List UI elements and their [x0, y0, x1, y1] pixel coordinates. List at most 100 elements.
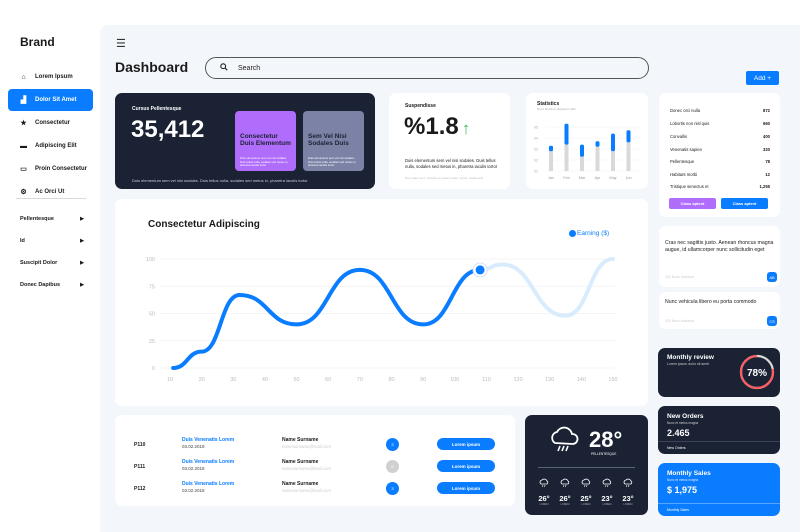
row-action-button[interactable]: Lorem ipsum	[437, 482, 495, 494]
row-date: 03.02.2018	[182, 444, 205, 449]
svg-text:40: 40	[262, 377, 268, 383]
svg-text:May: May	[609, 176, 616, 180]
svg-text:150: 150	[608, 377, 617, 383]
hamburger-menu-icon[interactable]: ☰	[116, 38, 126, 50]
row-link[interactable]: Duis Venenatis Lorem	[182, 437, 235, 443]
row-name: Name Surname	[282, 437, 319, 443]
list-row: Pellentesque 78	[670, 159, 770, 164]
search-input[interactable]: Search	[205, 57, 649, 79]
summary-tile-2[interactable]: Sem Vel Nisi Sodales Duis Duis elementum…	[303, 111, 364, 171]
list-row: Convallis 400	[670, 134, 770, 139]
sales-title: Monthly Sales	[667, 470, 711, 477]
subnav-label: Id	[20, 238, 25, 244]
sidebar-item-label: Adipiscing Elit	[35, 143, 77, 149]
sidebar-subnav: Pellentesque ▶ Id ▶ Suscipit Dolor ▶ Donec …	[20, 208, 84, 296]
svg-text:75: 75	[149, 284, 155, 290]
home-icon: ⌂	[21, 73, 26, 81]
forecast-temp: 26°	[538, 494, 550, 503]
sidebar-item-label: Consectetur	[35, 120, 71, 126]
table-row: P112 Duis Venenatis Lorem 03.02.2018 Nam…	[115, 479, 515, 499]
orders-table: P110 Duis Venenatis Lorem 03.02.2018 Nam…	[115, 415, 515, 506]
avatar-badge[interactable]: CS	[767, 316, 777, 326]
sales-footer: Monthly Sales	[667, 508, 689, 512]
row-link[interactable]: Duis Venenatis Lorem	[182, 481, 235, 487]
svg-text:130: 130	[545, 377, 554, 383]
list-card: Donec orci nulla 872 Lobortis non nisl qu…	[659, 93, 780, 217]
search-icon	[220, 63, 228, 73]
row-count-badge: 0	[386, 460, 399, 473]
svg-text:140: 140	[577, 377, 586, 383]
list-row: Habitant morbi 12	[670, 172, 770, 177]
forecast-day: 26° LOREM	[556, 475, 574, 506]
row-link[interactable]: Duis Venenatis Lorem	[182, 459, 235, 465]
add-button[interactable]: Add +	[746, 71, 779, 85]
avatar-badge[interactable]: AB	[767, 272, 777, 282]
subnav-item-pellentesque[interactable]: Pellentesque ▶	[20, 208, 84, 230]
list-row: Donec orci nulla 872	[670, 108, 770, 113]
weather-card: 28° PELLENTESQUE 26° LOREM 26° LOREM 25° LORE…	[525, 415, 648, 515]
subnav-item-id[interactable]: Id ▶	[20, 230, 84, 252]
sidebar-item-adipiscing-elit[interactable]: ▬ Adipiscing Elit	[8, 135, 93, 157]
list-row: Venenatis sapien 320	[670, 147, 770, 152]
note-card-1[interactable]: Cras nec sagittis justo. Aenean rhoncus …	[659, 226, 780, 287]
list-row: Lobortis non nisl quis 660	[670, 121, 770, 126]
list-value: 12	[765, 172, 770, 177]
ticket-icon: ▭	[20, 166, 27, 173]
divider	[658, 441, 780, 442]
chart-title: Consectetur Adipiscing	[148, 219, 260, 230]
forecast-label: LOREM	[602, 503, 612, 506]
sidebar-item-proin-consectetur[interactable]: ▭ Proin Consectetur	[8, 158, 93, 180]
growth-text: Duis elementum sem vel nisi sodales. Dui…	[405, 158, 498, 169]
orders-title: New Orders	[667, 413, 704, 420]
list-value: 400	[763, 134, 770, 139]
sidebar-item-lorem-ipsum[interactable]: ⌂ Lorem Ipsum	[8, 66, 93, 88]
caret-right-icon: ▶	[80, 260, 84, 266]
cloud-rain-icon	[539, 478, 549, 488]
table-row: P111 Duis Venenatis Lorem 03.02.2018 Nam…	[115, 457, 515, 477]
subnav-item-donec-dapibus[interactable]: Donec Dapibus ▶	[20, 274, 84, 296]
list-value: 78	[765, 159, 770, 164]
class-aptent-button-purple[interactable]: Class aptent	[669, 198, 716, 209]
row-name: Name Surname	[282, 459, 319, 465]
sidebar-item-label: Proin Consectetur	[35, 166, 88, 172]
sidebar-item-ac-orci-ut[interactable]: ⚙ Ac Orci Ut	[8, 181, 93, 203]
subnav-item-suscipit-dolor[interactable]: Suscipit Dolor ▶	[20, 252, 84, 274]
chart-legend[interactable]: Earning ($)	[569, 230, 609, 237]
summary-value: 35,412	[131, 116, 205, 143]
svg-text:80: 80	[388, 377, 394, 383]
svg-text:78%: 78%	[747, 368, 767, 379]
list-label: Lobortis non nisl quis	[670, 121, 710, 126]
row-action-button[interactable]: Lorem ipsum	[437, 438, 495, 450]
statistics-subtitle: Nunc faucibus dignissim nibh	[537, 107, 576, 111]
caret-right-icon: ▶	[80, 238, 84, 244]
sidebar: Brand ⌂ Lorem Ipsum ▟ Dolor Sit Amet ★ Cons…	[0, 0, 100, 532]
search-placeholder: Search	[238, 64, 261, 72]
forecast-day: 23° LOREM	[619, 475, 637, 506]
subnav-label: Pellentesque	[20, 216, 54, 222]
sidebar-item-dolor-sit-amet[interactable]: ▟ Dolor Sit Amet	[8, 89, 93, 111]
row-count-badge: 3	[386, 482, 399, 495]
cloud-rain-icon	[560, 478, 570, 488]
list-label: Habitant morbi	[670, 172, 698, 177]
current-temperature: 28°	[589, 427, 623, 452]
summary-tile-1[interactable]: Consectetur Duis Elementum Duis elementu…	[235, 111, 296, 171]
list-value: 872	[763, 108, 770, 113]
forecast-label: LOREM	[623, 503, 633, 506]
cloud-rain-icon	[623, 478, 633, 488]
note-card-2[interactable]: Nunc vehicula libero eu porta commodo 12…	[659, 292, 780, 329]
forecast-temp: 26°	[559, 494, 571, 503]
list-row: Tristique senectus et 1,255	[670, 184, 770, 189]
svg-text:50: 50	[149, 312, 155, 318]
growth-card: Suspendisse %1.8 ↑ Duis elementum sem vel…	[389, 93, 510, 189]
svg-text:03: 03	[534, 148, 538, 152]
sidebar-item-label: Ac Orci Ut	[35, 189, 65, 195]
row-action-button[interactable]: Lorem ipsum	[437, 460, 495, 472]
class-aptent-button-blue[interactable]: Class aptent	[721, 198, 768, 209]
note-meta: 120 Nunc tincidunt	[665, 275, 694, 279]
svg-text:05: 05	[534, 126, 538, 130]
row-date: 03.02.2018	[182, 466, 205, 471]
svg-text:Feb: Feb	[563, 176, 570, 180]
sidebar-item-consectetur[interactable]: ★ Consectetur	[8, 112, 93, 134]
forecast-day: 25° LOREM	[577, 475, 595, 506]
sidebar-item-label: Dolor Sit Amet	[35, 97, 77, 103]
